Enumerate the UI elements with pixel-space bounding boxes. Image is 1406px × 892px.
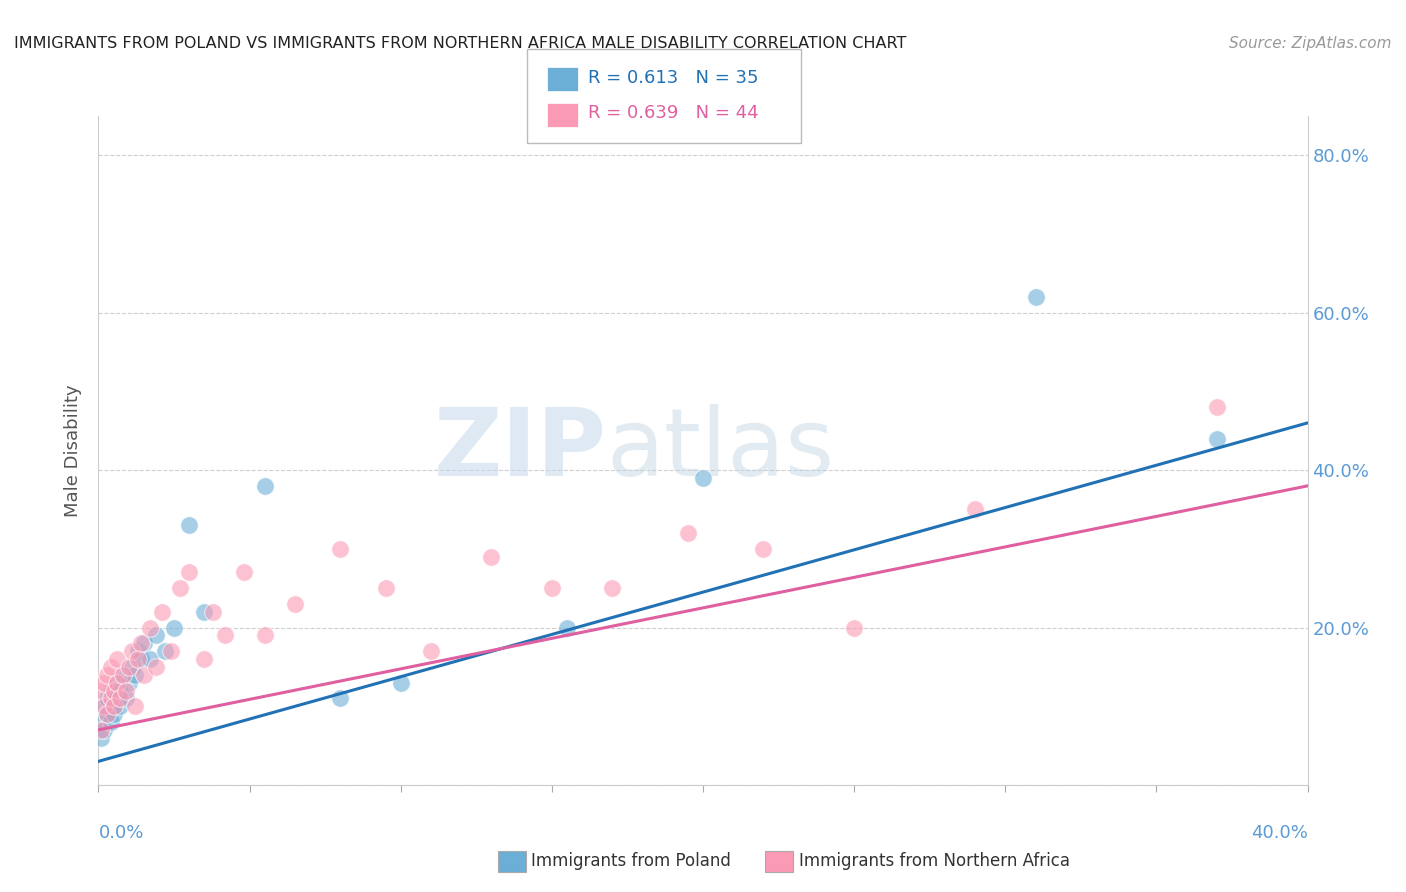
Point	[752, 541, 775, 556]
Point	[555, 621, 578, 635]
Point	[132, 667, 155, 681]
Point	[111, 667, 134, 681]
Point	[202, 605, 225, 619]
Point	[329, 541, 352, 556]
Point	[93, 699, 115, 714]
Point	[169, 581, 191, 595]
Point	[253, 628, 276, 642]
Text: IMMIGRANTS FROM POLAND VS IMMIGRANTS FROM NORTHERN AFRICA MALE DISABILITY CORREL: IMMIGRANTS FROM POLAND VS IMMIGRANTS FRO…	[14, 36, 907, 51]
Point	[129, 636, 152, 650]
Point	[96, 707, 118, 722]
Point	[93, 723, 115, 737]
Text: Immigrants from Poland: Immigrants from Poland	[531, 852, 731, 870]
Point	[105, 691, 128, 706]
Point	[214, 628, 236, 642]
Point	[127, 652, 149, 666]
Point	[284, 597, 307, 611]
Point	[329, 691, 352, 706]
Point	[179, 566, 201, 580]
Point	[118, 660, 141, 674]
Point	[93, 699, 115, 714]
Point	[121, 644, 143, 658]
Point	[90, 714, 112, 729]
Point	[108, 691, 131, 706]
Point	[105, 675, 128, 690]
Y-axis label: Male Disability: Male Disability	[65, 384, 83, 516]
Point	[153, 644, 176, 658]
Point	[602, 581, 624, 595]
Point	[121, 660, 143, 674]
Point	[193, 605, 215, 619]
Point	[253, 479, 276, 493]
Point	[481, 549, 503, 564]
Point	[1206, 432, 1229, 446]
Point	[844, 621, 866, 635]
Point	[145, 628, 167, 642]
Point	[108, 699, 131, 714]
Text: R = 0.613   N = 35: R = 0.613 N = 35	[588, 69, 758, 87]
Point	[129, 652, 152, 666]
Point	[96, 707, 118, 722]
Point	[103, 683, 125, 698]
Point	[90, 683, 112, 698]
Point	[103, 699, 125, 714]
Point	[103, 699, 125, 714]
Point	[100, 660, 122, 674]
Point	[100, 714, 122, 729]
Point	[111, 667, 134, 681]
Point	[160, 644, 183, 658]
Point	[105, 652, 128, 666]
Point	[163, 621, 186, 635]
Point	[374, 581, 396, 595]
Point	[90, 731, 112, 745]
Point	[965, 502, 987, 516]
Point	[420, 644, 443, 658]
Text: 40.0%: 40.0%	[1251, 824, 1308, 842]
Point	[103, 707, 125, 722]
Point	[150, 605, 173, 619]
Point	[96, 691, 118, 706]
Point	[193, 652, 215, 666]
Text: Immigrants from Northern Africa: Immigrants from Northern Africa	[799, 852, 1070, 870]
Point	[93, 675, 115, 690]
Point	[179, 518, 201, 533]
Text: 0.0%: 0.0%	[98, 824, 143, 842]
Point	[692, 471, 714, 485]
Point	[96, 667, 118, 681]
Point	[1024, 290, 1046, 304]
Point	[124, 699, 146, 714]
Point	[100, 691, 122, 706]
Point	[118, 675, 141, 690]
Point	[389, 675, 412, 690]
Text: R = 0.639   N = 44: R = 0.639 N = 44	[588, 104, 758, 122]
Point	[676, 526, 699, 541]
Point	[145, 660, 167, 674]
Point	[105, 675, 128, 690]
Point	[232, 566, 254, 580]
Point	[114, 683, 136, 698]
Text: atlas: atlas	[606, 404, 835, 497]
Point	[127, 644, 149, 658]
Point	[124, 667, 146, 681]
Point	[108, 683, 131, 698]
Point	[139, 621, 162, 635]
Point	[139, 652, 162, 666]
Point	[90, 723, 112, 737]
Point	[114, 691, 136, 706]
Text: ZIP: ZIP	[433, 404, 606, 497]
Point	[1206, 400, 1229, 414]
Point	[132, 636, 155, 650]
Point	[540, 581, 562, 595]
Text: Source: ZipAtlas.com: Source: ZipAtlas.com	[1229, 36, 1392, 51]
Point	[100, 683, 122, 698]
